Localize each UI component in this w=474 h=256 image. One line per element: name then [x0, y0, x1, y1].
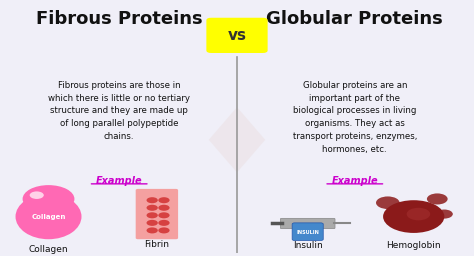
- Circle shape: [436, 209, 453, 219]
- Circle shape: [23, 185, 74, 213]
- Circle shape: [146, 205, 158, 211]
- Circle shape: [30, 191, 44, 199]
- Text: Example: Example: [96, 176, 143, 186]
- Circle shape: [383, 200, 444, 233]
- Circle shape: [158, 227, 170, 233]
- Text: Globular proteins are an
important part of the
biological processes in living
or: Globular proteins are an important part …: [292, 81, 417, 154]
- Circle shape: [427, 194, 447, 205]
- FancyBboxPatch shape: [136, 189, 178, 239]
- Text: Hemoglobin: Hemoglobin: [386, 241, 441, 250]
- Text: Example: Example: [331, 176, 378, 186]
- Text: vs: vs: [228, 28, 246, 43]
- Text: Collagen: Collagen: [31, 214, 66, 220]
- Text: Fibrous proteins are those in
which there is little or no tertiary
structure and: Fibrous proteins are those in which ther…: [48, 81, 190, 141]
- Circle shape: [146, 220, 158, 226]
- Text: Fibrin: Fibrin: [145, 240, 169, 249]
- Circle shape: [158, 197, 170, 203]
- Circle shape: [407, 208, 430, 220]
- Polygon shape: [209, 107, 265, 173]
- Ellipse shape: [16, 194, 82, 239]
- Circle shape: [146, 212, 158, 218]
- Text: INSULIN: INSULIN: [296, 230, 319, 235]
- Text: Collagen: Collagen: [29, 245, 68, 254]
- Circle shape: [158, 205, 170, 211]
- FancyBboxPatch shape: [292, 223, 323, 240]
- Circle shape: [158, 212, 170, 218]
- Circle shape: [146, 227, 158, 233]
- Circle shape: [146, 197, 158, 203]
- Text: Insulin: Insulin: [293, 241, 323, 250]
- Text: Globular Proteins: Globular Proteins: [266, 10, 443, 28]
- Text: Fibrous Proteins: Fibrous Proteins: [36, 10, 202, 28]
- FancyBboxPatch shape: [206, 18, 268, 53]
- FancyBboxPatch shape: [280, 218, 335, 229]
- Circle shape: [158, 220, 170, 226]
- Circle shape: [376, 196, 400, 209]
